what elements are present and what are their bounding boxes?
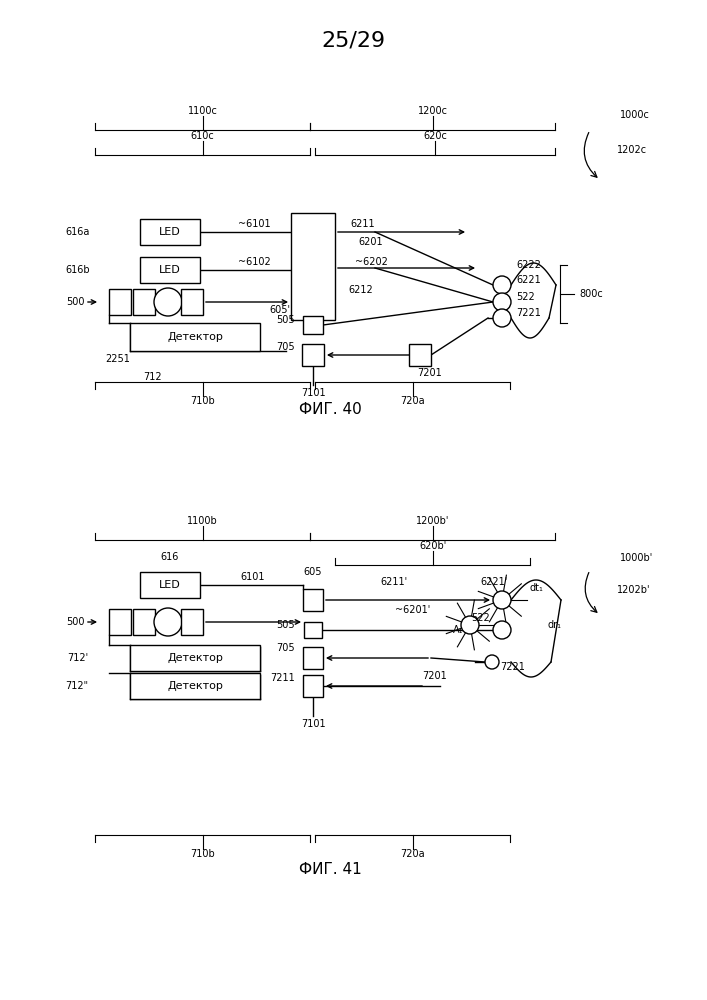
Text: LED: LED xyxy=(159,227,181,237)
Text: 6221': 6221' xyxy=(480,577,507,587)
Text: 710b: 710b xyxy=(190,396,215,406)
Bar xyxy=(409,344,431,366)
Text: 712': 712' xyxy=(67,653,88,663)
Text: 712: 712 xyxy=(143,372,161,382)
Text: 7221: 7221 xyxy=(500,662,525,672)
Text: Детектор: Детектор xyxy=(167,681,223,691)
Text: 522: 522 xyxy=(516,292,534,302)
Text: 6221: 6221 xyxy=(516,275,541,285)
Bar xyxy=(130,323,260,351)
Text: 7101: 7101 xyxy=(300,719,325,729)
Text: 7201: 7201 xyxy=(418,368,443,378)
Text: 6211': 6211' xyxy=(380,577,407,587)
Circle shape xyxy=(493,309,511,327)
Text: ФИГ. 41: ФИГ. 41 xyxy=(298,862,361,878)
Text: LED: LED xyxy=(159,265,181,275)
Text: 605: 605 xyxy=(304,567,322,577)
Text: 1200c: 1200c xyxy=(418,106,448,116)
Text: 616b: 616b xyxy=(65,265,90,275)
Text: 710b: 710b xyxy=(190,849,215,859)
Bar xyxy=(181,609,203,635)
Circle shape xyxy=(154,608,182,636)
Text: 610c: 610c xyxy=(191,131,214,141)
Text: 7201: 7201 xyxy=(423,671,448,681)
Text: 605': 605' xyxy=(269,305,290,315)
Bar xyxy=(303,316,323,334)
Text: dt₁: dt₁ xyxy=(530,583,544,593)
Text: 705: 705 xyxy=(276,643,295,653)
Text: 620c: 620c xyxy=(423,131,447,141)
Text: 1202b': 1202b' xyxy=(617,585,650,595)
Text: 720a: 720a xyxy=(400,849,425,859)
Text: 1202c: 1202c xyxy=(617,145,647,155)
Text: ФИГ. 40: ФИГ. 40 xyxy=(298,402,361,418)
Bar xyxy=(133,289,155,315)
Text: 500: 500 xyxy=(66,617,85,627)
Text: 7101: 7101 xyxy=(300,388,325,398)
Bar xyxy=(303,675,323,697)
Text: 720a: 720a xyxy=(400,396,425,406)
Circle shape xyxy=(493,276,511,294)
Text: ~6202: ~6202 xyxy=(355,257,388,267)
Text: 6201: 6201 xyxy=(358,237,382,247)
Text: Детектор: Детектор xyxy=(167,332,223,342)
Text: 1100b: 1100b xyxy=(187,516,218,526)
Bar xyxy=(133,609,155,635)
Bar xyxy=(291,213,335,320)
Text: 800c: 800c xyxy=(579,289,603,299)
Bar xyxy=(303,647,323,669)
Text: 522: 522 xyxy=(472,613,490,623)
Bar xyxy=(109,609,131,635)
Text: ~6101: ~6101 xyxy=(238,219,271,229)
Circle shape xyxy=(485,655,499,669)
Text: dr₁: dr₁ xyxy=(548,620,562,630)
Text: 1200b': 1200b' xyxy=(416,516,449,526)
Bar xyxy=(304,622,322,638)
Bar xyxy=(140,219,200,245)
Text: 6101: 6101 xyxy=(240,572,264,582)
Text: 1000b': 1000b' xyxy=(620,553,653,563)
Text: 712": 712" xyxy=(65,681,88,691)
Circle shape xyxy=(493,293,511,311)
Bar xyxy=(303,589,323,611)
Text: 7211: 7211 xyxy=(270,673,295,683)
Circle shape xyxy=(493,621,511,639)
Text: 620b': 620b' xyxy=(419,541,446,551)
Bar xyxy=(130,673,260,699)
Text: 25/29: 25/29 xyxy=(321,30,385,50)
Text: 1000c: 1000c xyxy=(620,110,650,120)
Text: 6211: 6211 xyxy=(350,219,375,229)
Text: 705: 705 xyxy=(276,342,295,352)
Text: ~6201': ~6201' xyxy=(395,605,431,615)
Text: 7221: 7221 xyxy=(516,308,541,318)
Text: 616a: 616a xyxy=(66,227,90,237)
Circle shape xyxy=(154,288,182,316)
Text: A₁: A₁ xyxy=(452,625,463,635)
Text: LED: LED xyxy=(159,580,181,590)
Text: Детектор: Детектор xyxy=(167,653,223,663)
Bar xyxy=(140,257,200,283)
Bar xyxy=(181,289,203,315)
Text: 505: 505 xyxy=(276,315,295,325)
Circle shape xyxy=(493,591,511,609)
Text: ~6102: ~6102 xyxy=(238,257,271,267)
Bar xyxy=(109,289,131,315)
Bar xyxy=(140,572,200,598)
Text: 500: 500 xyxy=(66,297,85,307)
Text: 505: 505 xyxy=(276,620,295,630)
Text: 616: 616 xyxy=(160,552,179,562)
Bar xyxy=(302,344,324,366)
Circle shape xyxy=(461,616,479,634)
Text: 2251: 2251 xyxy=(105,354,130,364)
Text: 6222: 6222 xyxy=(516,260,541,270)
Text: 1100c: 1100c xyxy=(187,106,218,116)
Text: 6212: 6212 xyxy=(348,285,373,295)
Bar xyxy=(130,645,260,671)
